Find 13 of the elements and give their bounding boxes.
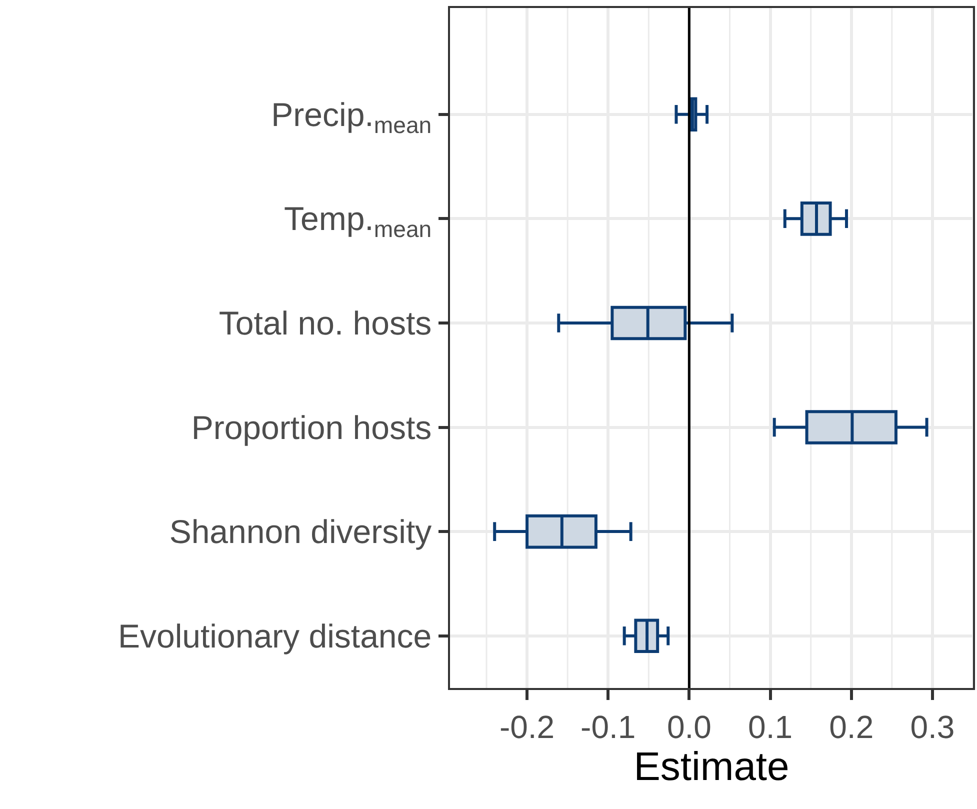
x-tick-label: 0.0	[666, 709, 712, 746]
x-tick-label: 0.1	[748, 709, 793, 746]
y-tick-label: Shannon diversity	[169, 513, 432, 550]
y-tick-label: Proportion hosts	[191, 408, 432, 446]
x-axis-title: Estimate	[634, 745, 790, 790]
y-tick-label: Precip.$_{mean}$	[271, 96, 432, 138]
y-tick-label: Temp.$_{mean}$	[284, 200, 432, 242]
y-tick-label: Total no. hosts	[218, 304, 432, 342]
x-tick-label: 0.3	[910, 709, 955, 746]
x-tick-label: 0.2	[829, 709, 874, 746]
x-tick-label: -0.2	[499, 709, 555, 746]
y-tick-label: Evolutionary distance	[118, 617, 432, 654]
x-tick-label: -0.1	[580, 709, 636, 746]
